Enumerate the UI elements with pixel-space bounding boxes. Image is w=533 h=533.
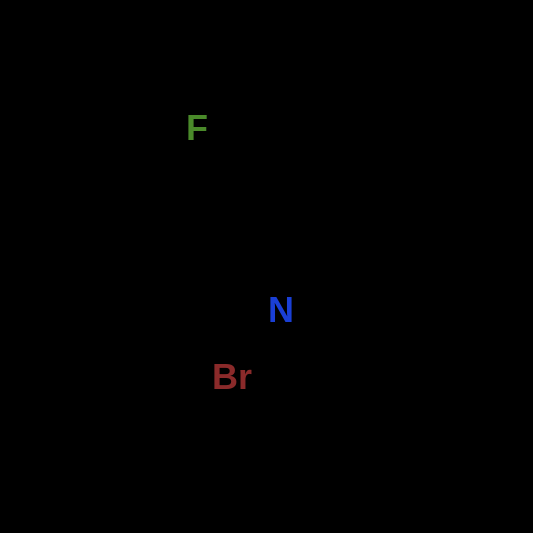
atom-label-bromine: Br bbox=[212, 356, 252, 398]
atom-label-fluorine: F bbox=[186, 107, 208, 149]
atom-label-nitrogen: N bbox=[268, 289, 294, 331]
bonds-group bbox=[153, 144, 325, 370]
molecule-structure bbox=[0, 0, 533, 533]
